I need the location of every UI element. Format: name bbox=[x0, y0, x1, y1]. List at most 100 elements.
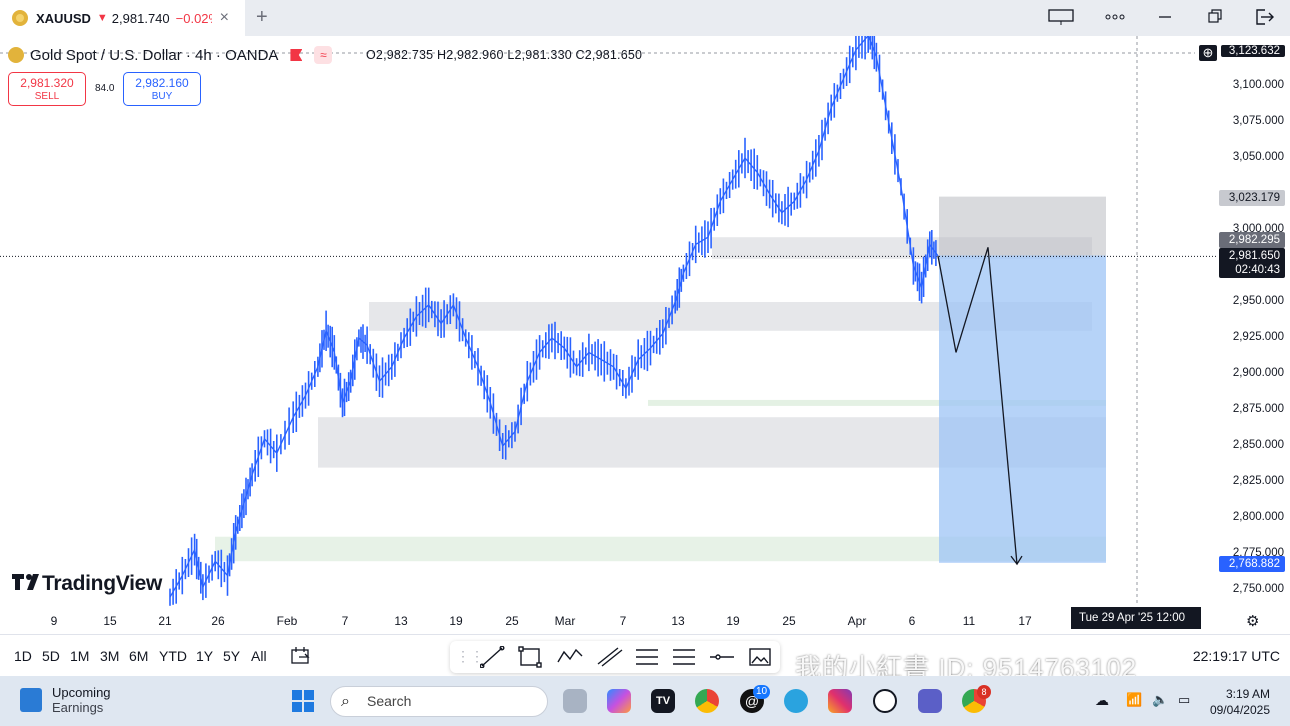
target-price-label: 3,023.179 bbox=[1219, 190, 1285, 206]
minimize-icon[interactable] bbox=[1158, 8, 1172, 30]
time-tick: Apr bbox=[847, 614, 867, 628]
instagram-icon[interactable] bbox=[828, 689, 852, 713]
exit-icon[interactable] bbox=[1255, 8, 1275, 30]
take-profit-box bbox=[939, 255, 1106, 563]
time-tick: 11 bbox=[962, 614, 976, 628]
tradingview-app-icon[interactable]: TV bbox=[651, 689, 675, 713]
chart-canvas[interactable] bbox=[0, 36, 1290, 634]
time-tick: 6 bbox=[908, 614, 916, 628]
time-tick: 7 bbox=[619, 614, 627, 628]
restore-icon[interactable] bbox=[1208, 8, 1222, 30]
price-tick: 2,850.000 bbox=[1232, 439, 1284, 451]
sell-button[interactable]: 2,981.320 SELL bbox=[8, 72, 86, 106]
cloud-icon[interactable]: ☁ bbox=[1095, 692, 1109, 708]
down-arrow-icon: ▼ bbox=[96, 12, 108, 24]
range-all[interactable]: All bbox=[251, 648, 267, 664]
search-icon: ⌕ bbox=[341, 693, 350, 710]
windows-taskbar: Upcoming Earnings ⌕ Search TV @ 10 8 ☁ 📶… bbox=[0, 676, 1290, 726]
drawing-toolbar: ⋮⋮ bbox=[450, 641, 780, 673]
sell-label: SELL bbox=[34, 91, 60, 102]
calendar-goto-icon[interactable] bbox=[290, 646, 312, 666]
clock-date: 09/04/2025 bbox=[1209, 703, 1270, 717]
chrome-icon[interactable] bbox=[695, 689, 719, 713]
clock-time: 3:19 AM bbox=[1225, 687, 1270, 701]
more-icon[interactable] bbox=[1104, 8, 1126, 30]
drag-handle-icon[interactable]: ⋮⋮ bbox=[456, 648, 484, 664]
price-tick: 2,750.000 bbox=[1232, 583, 1284, 595]
speaker-icon[interactable]: 🔈 bbox=[1152, 692, 1169, 707]
task-view-icon[interactable] bbox=[563, 689, 587, 713]
range-5d[interactable]: 5D bbox=[42, 648, 60, 664]
tab-xauusd[interactable]: XAUUSD ▼ 2,981.740 −0.02% × bbox=[0, 0, 245, 36]
layout-icon[interactable] bbox=[1048, 8, 1074, 30]
tab-symbol: XAUUSD bbox=[36, 10, 91, 26]
chatgpt-icon[interactable] bbox=[873, 689, 897, 713]
time-tick: 13 bbox=[671, 614, 685, 628]
price-tick: 2,800.000 bbox=[1232, 511, 1284, 523]
price-tick: 3,075.000 bbox=[1232, 115, 1284, 127]
time-tick: 17 bbox=[1018, 614, 1032, 628]
time-tick: 25 bbox=[782, 614, 796, 628]
tab-price: 2,981.740 bbox=[111, 10, 170, 26]
price-tick: 3,050.000 bbox=[1232, 151, 1284, 163]
projection-path bbox=[937, 247, 1018, 565]
tv-mark-icon bbox=[12, 574, 42, 595]
buy-button[interactable]: 2,982.160 BUY bbox=[123, 72, 201, 106]
crosshair-time-label: Tue 29 Apr '25 12:00 bbox=[1071, 607, 1201, 629]
range-3m[interactable]: 3M bbox=[100, 648, 120, 664]
range-6m[interactable]: 6M bbox=[129, 648, 149, 664]
time-tick: 15 bbox=[103, 614, 117, 628]
range-ytd[interactable]: YTD bbox=[159, 648, 187, 664]
price-tick: 2,825.000 bbox=[1232, 475, 1284, 487]
wave-icon[interactable]: ≈ bbox=[314, 46, 333, 64]
ohlc-values: O2,982.735 H2,982.960 L2,981.330 C2,981.… bbox=[366, 48, 643, 62]
flag-icon[interactable] bbox=[290, 49, 303, 61]
system-clock[interactable]: 3:19 AM 09/04/2025 bbox=[1210, 686, 1270, 718]
close-icon[interactable]: × bbox=[219, 9, 229, 26]
taskbar-search[interactable]: ⌕ Search bbox=[330, 686, 548, 717]
bottom-toolbar: 1D 5D 1M 3M 6M YTD 1Y 5Y All ⋮⋮ 22:19:17 UTC bbox=[0, 634, 1290, 676]
teams-icon[interactable] bbox=[918, 689, 942, 713]
current-price-label: 2,981.650 02:40:43 bbox=[1219, 248, 1285, 278]
buy-label: BUY bbox=[151, 91, 173, 102]
symbol-legend[interactable]: Gold Spot / U.S. Dollar · 4h · OANDA ≈ bbox=[8, 46, 333, 64]
time-tick: 19 bbox=[449, 614, 463, 628]
tab-strip: XAUUSD ▼ 2,981.740 −0.02% × + bbox=[0, 0, 1290, 36]
utc-clock[interactable]: 22:19:17 UTC bbox=[1192, 648, 1280, 664]
plus-icon[interactable]: + bbox=[256, 6, 268, 28]
time-tick: Mar bbox=[554, 614, 576, 628]
upcoming-widget[interactable]: Upcoming Earnings bbox=[20, 685, 111, 715]
windows-start-icon[interactable] bbox=[292, 690, 314, 712]
settings-gear-icon[interactable]: ⚙ bbox=[1246, 613, 1260, 630]
price-chart[interactable] bbox=[0, 36, 1290, 634]
battery-icon[interactable]: ▭ bbox=[1178, 692, 1191, 707]
gold-coin-icon bbox=[12, 10, 28, 26]
upcoming-subtitle: Earnings bbox=[52, 700, 104, 715]
buy-price: 2,982.160 bbox=[135, 76, 189, 90]
telegram-icon[interactable] bbox=[784, 689, 808, 713]
time-tick: 26 bbox=[211, 614, 225, 628]
sell-price: 2,981.320 bbox=[20, 76, 74, 90]
time-tick: 9 bbox=[50, 614, 58, 628]
current-price: 2,981.650 bbox=[1228, 250, 1280, 262]
spread-value: 84.0 bbox=[95, 83, 115, 94]
time-tick: 19 bbox=[726, 614, 740, 628]
time-tick: 25 bbox=[505, 614, 519, 628]
wifi-icon[interactable]: 📶 bbox=[1126, 692, 1143, 707]
tradingview-logo[interactable]: TradingView bbox=[12, 572, 162, 596]
drawing-tools-icons[interactable] bbox=[480, 646, 780, 668]
range-1y[interactable]: 1Y bbox=[196, 648, 214, 664]
range-1m[interactable]: 1M bbox=[70, 648, 90, 664]
threads-badge: 10 bbox=[753, 685, 771, 699]
range-5y[interactable]: 5Y bbox=[223, 648, 241, 664]
logo-text: TradingView bbox=[42, 572, 163, 595]
time-tick: 13 bbox=[394, 614, 408, 628]
price-tick: 2,950.000 bbox=[1232, 295, 1284, 307]
crosshair-plus-icon[interactable]: ⊕ bbox=[1199, 45, 1217, 61]
time-tick: 7 bbox=[341, 614, 349, 628]
copilot-icon[interactable] bbox=[607, 689, 631, 713]
tab-change: −0.02% bbox=[175, 10, 212, 26]
range-1d[interactable]: 1D bbox=[14, 648, 32, 664]
price-series-line bbox=[169, 36, 939, 598]
